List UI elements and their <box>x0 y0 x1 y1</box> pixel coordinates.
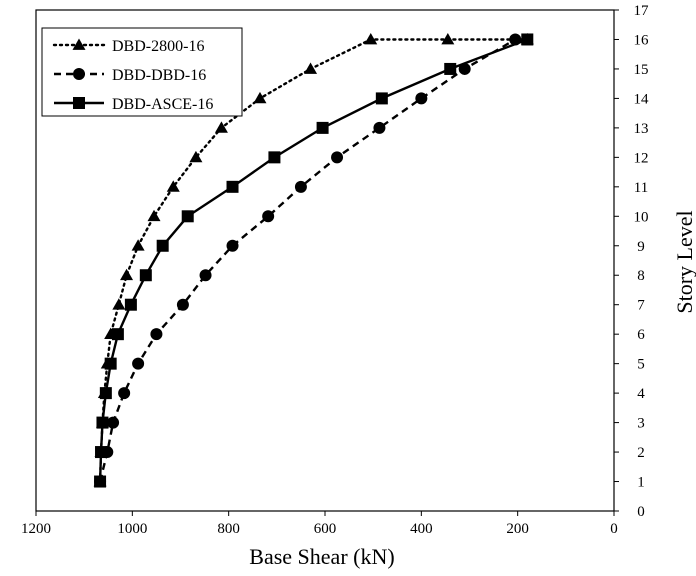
data-point-dbd-asce-16 <box>124 298 137 311</box>
data-point-dbd-asce-16 <box>104 357 117 370</box>
x-axis-title: Base Shear (kN) <box>249 544 394 569</box>
y-tick-label: 14 <box>634 91 650 107</box>
data-point-dbd-dbd-16 <box>262 210 275 223</box>
data-point-dbd-dbd-16 <box>226 239 239 252</box>
data-point-dbd-dbd-16 <box>294 180 307 193</box>
legend-marker-dbd-asce-16 <box>73 97 85 109</box>
data-point-dbd-2800-16 <box>189 150 203 163</box>
data-point-dbd-dbd-16 <box>199 269 212 282</box>
x-tick-label: 1200 <box>21 521 51 537</box>
x-tick-label: 800 <box>217 521 240 537</box>
data-point-dbd-2800-16 <box>166 180 180 192</box>
series <box>93 32 534 488</box>
x-tick-label: 1000 <box>117 521 147 537</box>
data-point-dbd-2800-16 <box>441 32 455 45</box>
data-point-dbd-asce-16 <box>375 92 388 105</box>
data-point-dbd-dbd-16 <box>176 298 189 311</box>
x-tick-label: 600 <box>314 521 337 537</box>
data-point-dbd-asce-16 <box>444 62 457 75</box>
y-tick-label: 9 <box>637 239 645 255</box>
y-axis-title: Story Level <box>672 210 696 313</box>
data-point-dbd-2800-16 <box>214 121 228 133</box>
data-point-dbd-2800-16 <box>253 91 267 104</box>
data-point-dbd-asce-16 <box>96 416 109 429</box>
y-tick-label: 0 <box>637 504 645 520</box>
series-line-dbd-dbd-16 <box>98 38 516 482</box>
y-tick-label: 1 <box>637 475 645 491</box>
legend-label-dbd-asce-16: DBD-ASCE-16 <box>112 96 213 113</box>
data-point-dbd-asce-16 <box>99 387 112 400</box>
series-dbd-asce-16 <box>94 33 534 488</box>
x-tick-label: 0 <box>610 521 618 537</box>
data-point-dbd-dbd-16 <box>373 121 386 134</box>
y-tick-label: 10 <box>634 209 649 225</box>
data-point-dbd-2800-16 <box>112 298 126 310</box>
data-point-dbd-dbd-16 <box>150 328 163 341</box>
data-point-dbd-dbd-16 <box>415 92 428 105</box>
data-point-dbd-asce-16 <box>316 121 329 134</box>
y-tick-label: 16 <box>634 32 650 48</box>
data-point-dbd-asce-16 <box>521 33 534 46</box>
data-point-dbd-asce-16 <box>268 151 281 164</box>
legend-label-dbd-dbd-16: DBD-DBD-16 <box>112 67 206 84</box>
data-point-dbd-asce-16 <box>94 475 107 488</box>
data-point-dbd-asce-16 <box>95 446 108 459</box>
data-point-dbd-dbd-16 <box>118 387 131 400</box>
y-tick-label: 3 <box>637 416 645 432</box>
legend-marker-dbd-dbd-16 <box>73 68 85 80</box>
data-point-dbd-asce-16 <box>226 180 239 193</box>
x-tick-label: 400 <box>410 521 433 537</box>
y-tick-label: 7 <box>637 298 645 314</box>
y-tick-label: 12 <box>634 150 649 166</box>
data-point-dbd-asce-16 <box>111 328 124 341</box>
data-point-dbd-asce-16 <box>181 210 194 223</box>
data-point-dbd-2800-16 <box>304 62 318 74</box>
y-tick-label: 6 <box>637 327 645 343</box>
y-tick-label: 8 <box>637 268 645 284</box>
y-tick-label: 17 <box>634 3 650 19</box>
y-tick-label: 4 <box>637 386 645 402</box>
legend: DBD-2800-16 DBD-DBD-16 DBD-ASCE-16 <box>41 27 243 117</box>
y-tick-label: 11 <box>634 180 648 196</box>
y-tick-label: 15 <box>634 62 649 78</box>
data-point-dbd-2800-16 <box>147 209 161 222</box>
data-point-dbd-asce-16 <box>139 269 152 282</box>
data-point-dbd-dbd-16 <box>132 357 145 370</box>
x-tick-label: 200 <box>506 521 529 537</box>
data-point-dbd-2800-16 <box>131 239 145 251</box>
data-point-dbd-dbd-16 <box>107 416 120 429</box>
y-tick-label: 5 <box>637 357 645 373</box>
series-line-dbd-asce-16 <box>98 38 528 482</box>
data-point-dbd-asce-16 <box>156 239 169 252</box>
y-tick-label: 2 <box>637 445 645 461</box>
y-tick-label: 13 <box>634 121 649 137</box>
data-point-dbd-2800-16 <box>120 268 134 281</box>
ticks: 1200 1000 800 600 400 200 00123456789101112131… <box>21 3 649 537</box>
data-point-dbd-2800-16 <box>364 32 378 45</box>
data-point-dbd-dbd-16 <box>458 62 471 75</box>
legend-marker-dbd-2800-16 <box>72 38 86 50</box>
legend-label-dbd-2800-16: DBD-2800-16 <box>112 38 204 55</box>
data-point-dbd-dbd-16 <box>331 151 344 164</box>
